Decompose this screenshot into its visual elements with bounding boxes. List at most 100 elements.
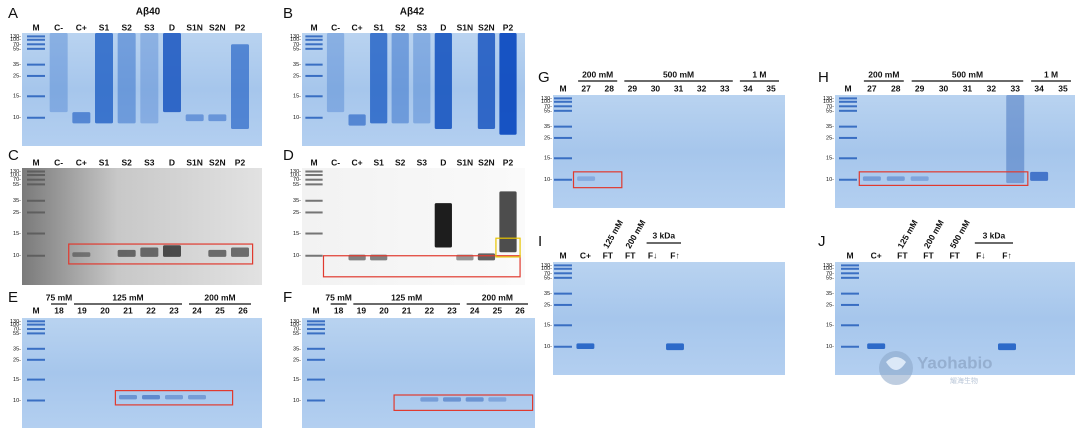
mw-marker: 35- xyxy=(13,62,21,68)
lane-label: S3 xyxy=(417,157,428,167)
lane-label: S1 xyxy=(373,22,384,32)
mw-marker: 35- xyxy=(826,291,834,297)
lane-label: M xyxy=(310,157,317,167)
lane-label: S2 xyxy=(121,157,132,167)
lane-label: S3 xyxy=(417,22,428,32)
highlight-box xyxy=(322,255,521,278)
condition-label: 200 mM xyxy=(623,218,647,250)
gel xyxy=(22,168,262,285)
gel xyxy=(835,262,1075,375)
ladder-band xyxy=(554,125,572,128)
mw-marker: 100- xyxy=(823,99,834,105)
mw-marker: 15- xyxy=(544,156,552,162)
ladder-band xyxy=(27,95,45,98)
lane-label: P2 xyxy=(235,22,246,32)
panel: I 130-100-70-55- 35- 25- 15- 10- M C+ FT FT F↓ F↑ 12… xyxy=(538,218,785,375)
mw-marker: 130- xyxy=(290,169,301,175)
panel-title: Aβ42 xyxy=(400,7,425,18)
ladder-band xyxy=(839,97,857,100)
mw-marker: 25- xyxy=(826,302,834,308)
ladder-band xyxy=(305,63,323,66)
mw-marker: 25- xyxy=(826,135,834,141)
lane-label: P2 xyxy=(235,157,246,167)
mw-marker: 100- xyxy=(10,322,21,328)
lane-label: FT xyxy=(897,250,908,260)
gel xyxy=(22,318,262,428)
group-label: 200 mM xyxy=(204,292,235,302)
lane-label: S1N xyxy=(186,157,203,167)
lane-label: 23 xyxy=(169,305,179,315)
mw-marker: 55- xyxy=(13,46,21,52)
mw-marker: 70- xyxy=(13,177,21,183)
mw-marker: 130- xyxy=(10,34,21,40)
mw-marker: 10- xyxy=(13,398,21,404)
mw-marker: 10- xyxy=(544,344,552,350)
group-label: 500 mM xyxy=(663,69,694,79)
mw-marker: 25- xyxy=(293,357,301,363)
mw-marker: 15- xyxy=(13,377,21,383)
mw-marker: 15- xyxy=(544,323,552,329)
mw-marker: 15- xyxy=(293,377,301,383)
ladder-band xyxy=(841,272,859,275)
lane-label: 21 xyxy=(123,305,133,315)
lane-label: C- xyxy=(331,22,340,32)
lane-label: 20 xyxy=(379,305,389,315)
lane-label: C+ xyxy=(76,157,87,167)
ladder-band xyxy=(27,378,45,381)
ladder-band xyxy=(841,276,859,279)
lane-label: C+ xyxy=(871,250,882,260)
panel-letter: F xyxy=(283,289,292,306)
ladder-band xyxy=(27,199,45,202)
ladder-band xyxy=(554,276,572,279)
panel: A Aβ40 130-100-70-55- 35- 25- 15- 10- M C- C+ S1 S2… xyxy=(8,5,262,146)
mw-marker: 35- xyxy=(293,346,301,352)
panel-title: Aβ40 xyxy=(136,7,161,18)
lane-label: M xyxy=(32,22,39,32)
ladder-band xyxy=(554,105,572,108)
band xyxy=(420,397,439,402)
ladder-band xyxy=(839,105,857,108)
ladder-band xyxy=(839,136,857,139)
band xyxy=(477,253,496,261)
mw-marker: 100- xyxy=(541,266,552,272)
band xyxy=(188,395,206,400)
watermark-logo-leaf xyxy=(886,357,906,370)
lane-label: 32 xyxy=(697,83,707,93)
panel-letter: H xyxy=(818,69,829,86)
band xyxy=(72,252,91,257)
band xyxy=(465,397,484,402)
group-label: 1 M xyxy=(752,69,766,79)
ladder-band xyxy=(554,136,572,139)
lane-label: S3 xyxy=(144,157,155,167)
highlight-box xyxy=(393,394,534,411)
ladder-band xyxy=(554,324,572,327)
ladder-band xyxy=(27,183,45,186)
lane-label: S1N xyxy=(457,22,474,32)
highlight-box xyxy=(114,390,234,406)
lane-label: S2 xyxy=(395,157,406,167)
lane-label: FT xyxy=(625,250,636,260)
ladder-band xyxy=(554,100,572,103)
ladder-band xyxy=(305,170,323,173)
band xyxy=(577,176,596,181)
gel xyxy=(553,262,785,375)
lane-label: 24 xyxy=(470,305,480,315)
lane-label: M xyxy=(32,157,39,167)
lane-label: 25 xyxy=(215,305,225,315)
lane-label: FT xyxy=(923,250,934,260)
lane-label: M xyxy=(312,305,319,315)
lane-label: 26 xyxy=(515,305,525,315)
mw-marker: 70- xyxy=(293,42,301,48)
band xyxy=(434,33,452,130)
mw-marker: 25- xyxy=(544,302,552,308)
band xyxy=(185,114,204,122)
ladder-band xyxy=(841,264,859,267)
lane-label: S1 xyxy=(373,157,384,167)
ladder-band xyxy=(839,109,857,112)
band xyxy=(117,33,136,124)
mw-marker: 25- xyxy=(544,135,552,141)
mw-marker: 130- xyxy=(541,263,552,269)
band xyxy=(163,245,181,257)
band xyxy=(477,33,496,130)
ladder-band xyxy=(841,292,859,295)
